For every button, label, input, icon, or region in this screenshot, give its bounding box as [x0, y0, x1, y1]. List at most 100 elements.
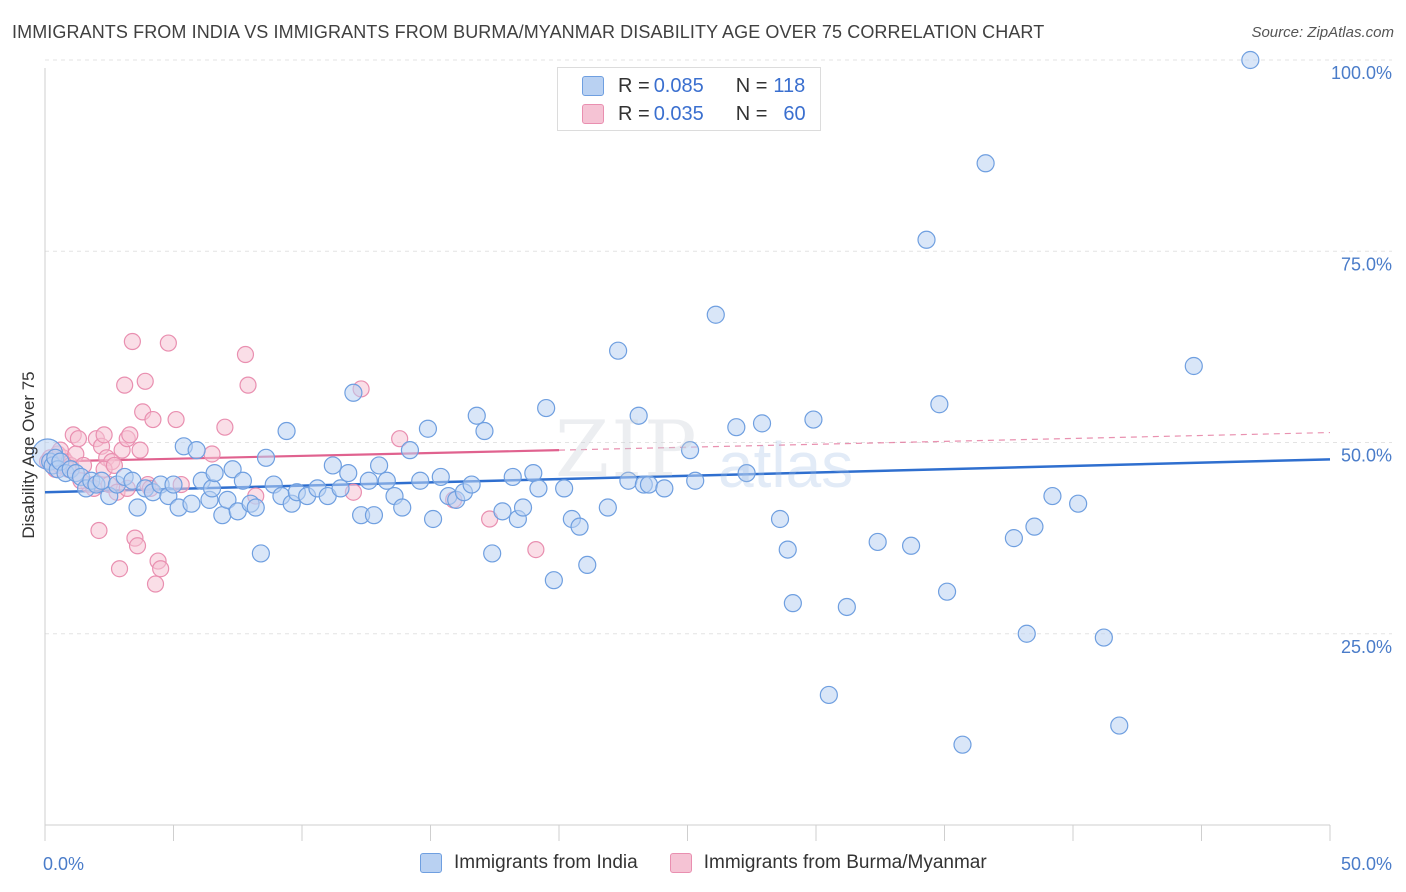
burma-point — [152, 560, 170, 578]
burma-point — [144, 410, 162, 429]
india-point — [331, 479, 350, 498]
legend-row-india: R = 0.085 N = 118 — [582, 74, 805, 98]
watermark-zip: ZIP — [555, 405, 699, 495]
india-point — [205, 464, 224, 483]
india-point — [524, 464, 543, 483]
india-point — [578, 555, 597, 575]
india-point — [629, 406, 648, 425]
india-point — [423, 509, 443, 529]
y-tick-label: 25.0% — [1341, 637, 1392, 657]
india-point — [837, 597, 856, 617]
india-r-value: 0.085 — [653, 74, 704, 97]
burma-n-value: 60 — [783, 102, 806, 125]
india-point — [377, 471, 396, 490]
chart-title: IMMIGRANTS FROM INDIA VS IMMIGRANTS FROM… — [12, 22, 1045, 42]
burma-point — [90, 521, 108, 540]
chart-source: Source: ZipAtlas.com — [1251, 24, 1394, 41]
india-point — [555, 479, 574, 498]
india-r-label: R = — [618, 74, 650, 97]
burma-n-label: N = — [735, 102, 768, 125]
trend-lines — [44, 431, 1331, 494]
burma-point — [69, 430, 88, 448]
india-point — [202, 479, 222, 498]
india-point — [503, 467, 522, 487]
legend-item-india[interactable]: Immigrants from India — [420, 852, 638, 874]
legend-row-burma: R = 0.035 N = 60 — [582, 102, 806, 126]
india-points — [31, 50, 1260, 754]
india-point — [901, 536, 921, 555]
india-point — [770, 509, 790, 529]
y-tick-label: 100.0% — [1331, 63, 1392, 83]
india-point — [1094, 628, 1113, 647]
india-point — [1043, 486, 1062, 506]
india-point — [431, 467, 450, 487]
india-point — [819, 685, 838, 705]
burma-point — [236, 345, 255, 364]
burma-point — [203, 445, 221, 463]
india-point — [804, 410, 823, 429]
series-legend: Immigrants from India Immigrants from Bu… — [420, 852, 1019, 874]
burma-trend-line — [44, 449, 560, 463]
india-point — [609, 341, 628, 360]
india-point — [529, 479, 548, 498]
india-point — [778, 540, 797, 559]
india-point — [400, 441, 420, 460]
india-point — [493, 502, 512, 521]
y-axis-label: Disability Age Over 75 — [19, 371, 38, 538]
india-point — [359, 471, 378, 490]
india-n-value: 118 — [773, 74, 806, 97]
india-point — [418, 419, 438, 438]
india-point — [128, 498, 147, 517]
legend-item-burma[interactable]: Immigrants from Burma/Myanmar — [669, 852, 987, 874]
india-point — [752, 414, 772, 433]
india-point — [462, 475, 481, 494]
burma-point — [121, 426, 139, 444]
burma-point — [105, 456, 123, 475]
burma-r-label: R = — [618, 102, 650, 125]
india-point — [182, 494, 201, 513]
stats-legend: R = 0.085 N = 118 R = 0.035 N = 60 — [557, 67, 821, 131]
burma-point — [136, 372, 154, 390]
india-point — [411, 471, 430, 490]
india-point — [544, 571, 563, 590]
india-point — [1025, 517, 1044, 536]
india-point — [868, 532, 887, 552]
india-point — [344, 383, 363, 402]
india-point — [1184, 356, 1203, 376]
y-tick-label: 75.0% — [1341, 254, 1392, 274]
india-swatch — [582, 76, 604, 96]
gridlines — [45, 59, 1392, 635]
tick-labels: 25.0% 50.0% 75.0% 100.0% 0.0% 50.0% — [43, 63, 1392, 874]
india-point — [467, 406, 486, 425]
burma-point — [159, 334, 177, 352]
burma-point — [146, 575, 165, 593]
india-point — [1241, 50, 1260, 70]
india-point — [223, 460, 242, 479]
india-point — [393, 498, 412, 517]
india-point — [737, 464, 756, 483]
india-point — [213, 506, 232, 525]
india-point — [706, 305, 725, 324]
burma-point — [116, 376, 134, 394]
burma-r-value: 0.035 — [653, 102, 704, 125]
india-point — [251, 544, 270, 563]
india-point — [483, 544, 502, 563]
india-point — [1017, 624, 1036, 643]
india-point — [323, 456, 342, 475]
india-point — [570, 517, 589, 536]
burma-point — [123, 332, 141, 351]
india-point — [256, 448, 276, 467]
burma-point — [131, 441, 149, 459]
burma-point — [391, 430, 409, 448]
x-tick-label: 50.0% — [1341, 854, 1392, 874]
india-point — [513, 498, 533, 517]
india-point — [598, 498, 617, 517]
india-point — [917, 230, 936, 249]
burma-points — [38, 332, 545, 593]
india-point — [277, 421, 296, 441]
burma-point — [216, 418, 234, 436]
x-tick-label: 0.0% — [43, 854, 84, 874]
india-point — [1004, 529, 1023, 548]
india-point — [187, 441, 206, 460]
